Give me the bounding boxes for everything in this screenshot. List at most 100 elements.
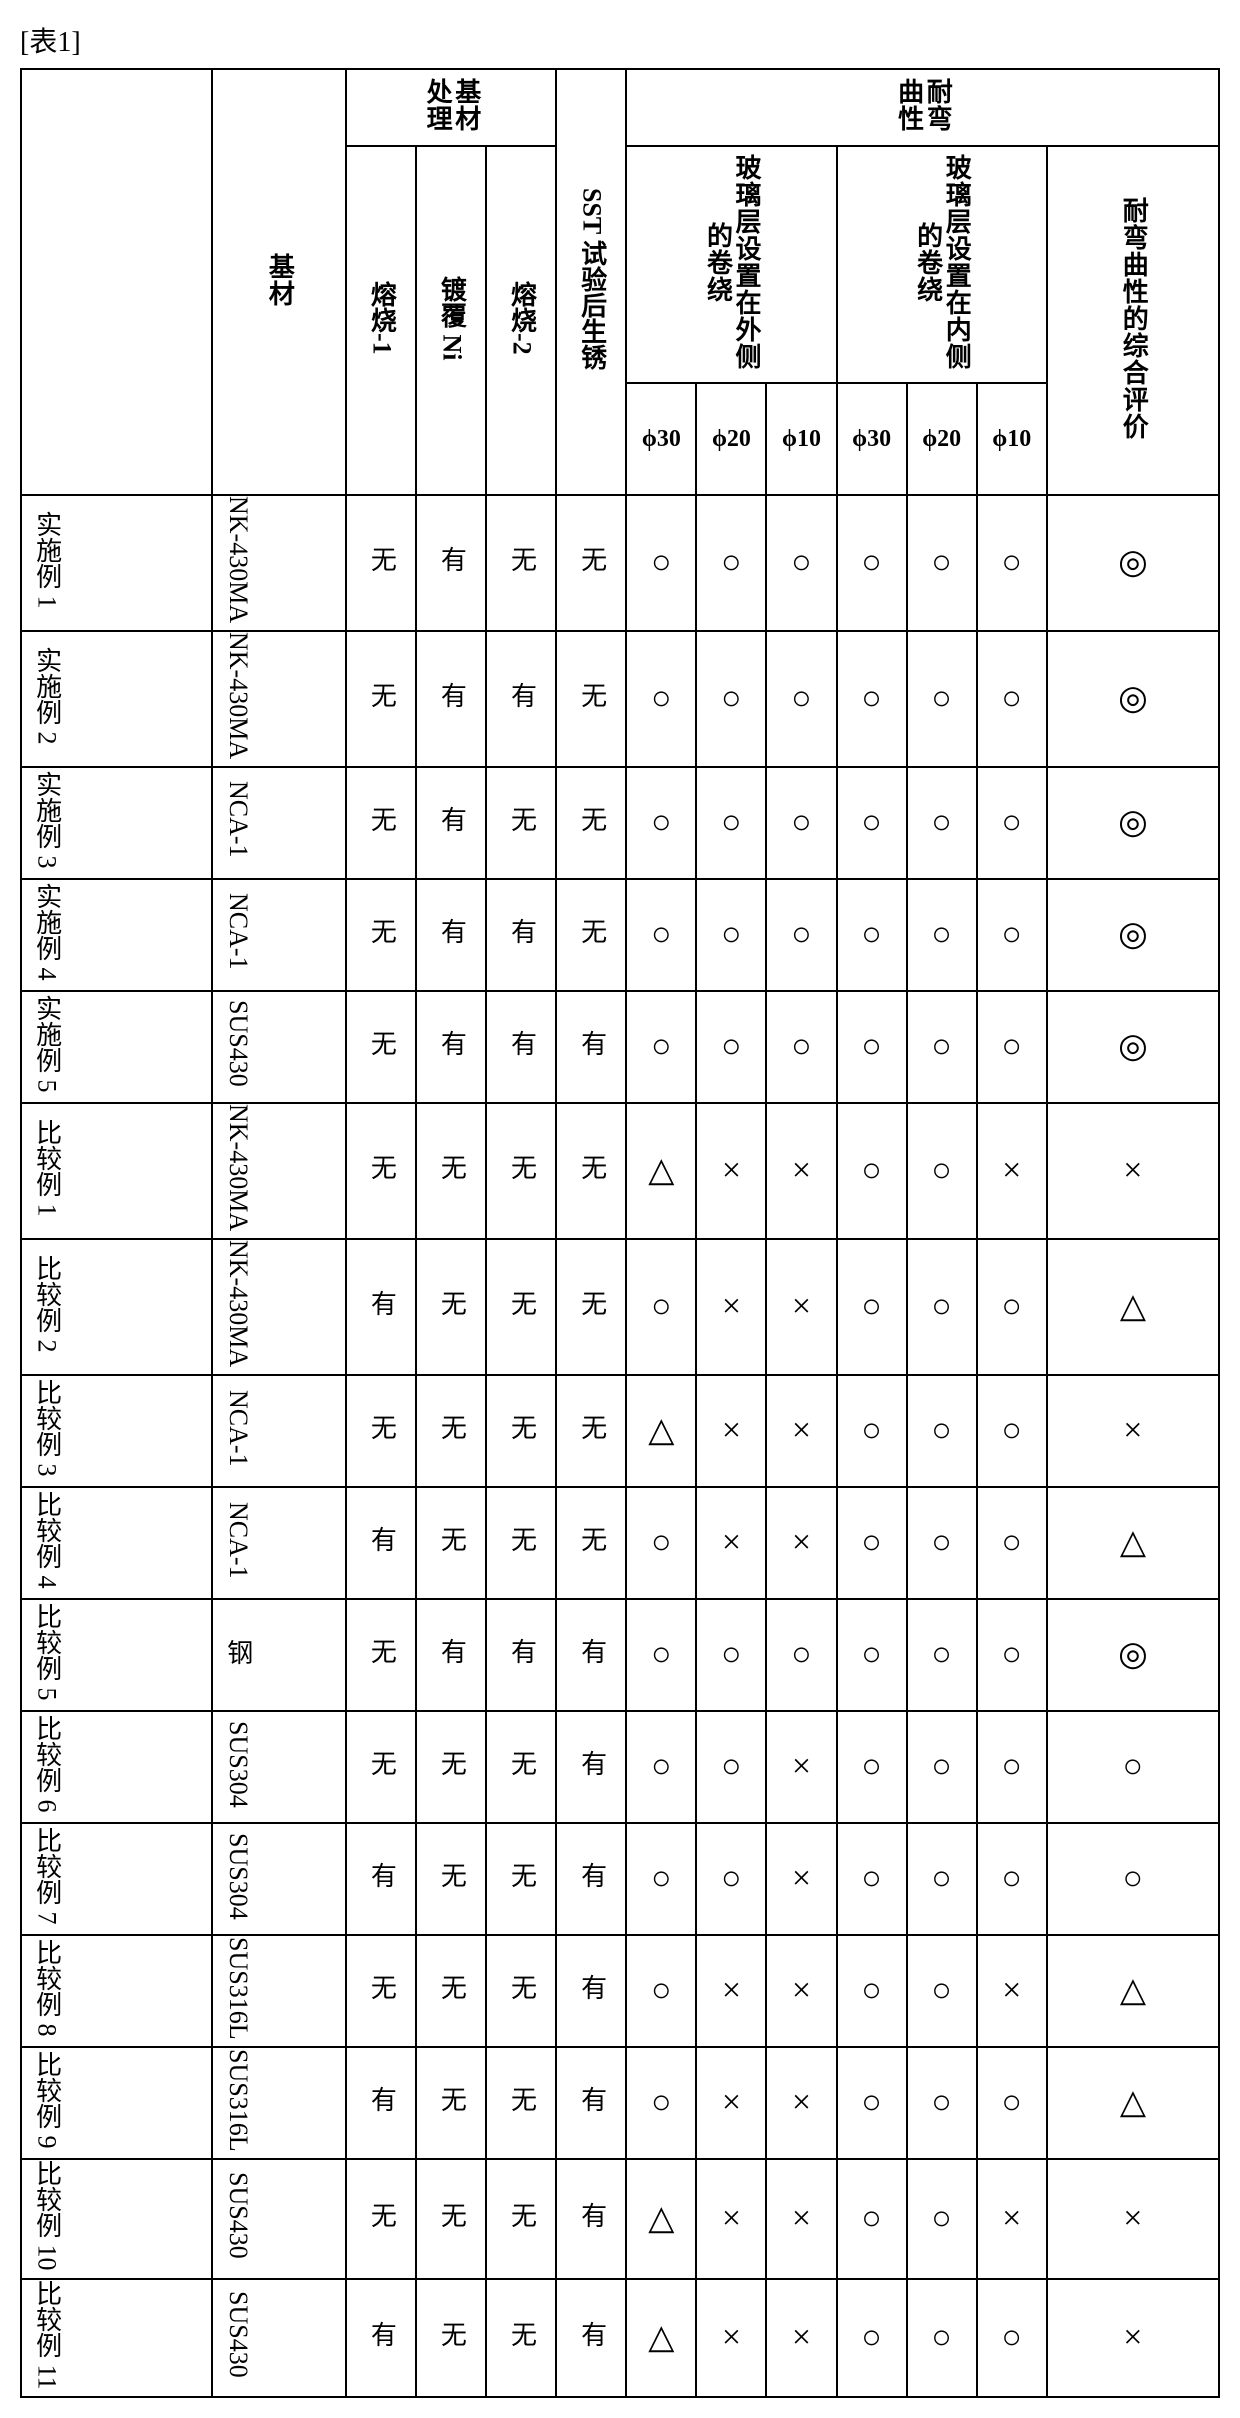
table-cell: ○ <box>907 767 977 879</box>
header-base: 基材 <box>212 69 346 495</box>
table-cell: NK-430MA <box>212 631 346 767</box>
table-cell: ○ <box>977 1599 1047 1711</box>
table-cell: ○ <box>626 767 696 879</box>
header-inner-text: 玻璃层设置在内侧的卷绕 <box>913 145 970 380</box>
header-t2: 镀覆 Ni <box>416 146 486 495</box>
table-cell: 无 <box>416 1711 486 1823</box>
table-cell: ○ <box>837 767 907 879</box>
table-cell: NCA-1 <box>212 767 346 879</box>
table-cell: 无 <box>346 1103 416 1239</box>
header-sst-text: SST 试验后生锈 <box>577 188 606 370</box>
header-overall: 耐弯曲性的综合评价 <box>1047 146 1219 495</box>
table-cell: 无 <box>486 1103 556 1239</box>
header-blank <box>21 69 212 495</box>
table-cell: 无 <box>486 1487 556 1599</box>
table-row: 比较例 10SUS430无无无有△××○○×× <box>21 2159 1219 2279</box>
table-cell: 有 <box>486 879 556 991</box>
table-cell: 无 <box>556 767 626 879</box>
table-cell: 无 <box>486 1935 556 2047</box>
table-cell: 比较例 9 <box>21 2047 212 2159</box>
table-cell: 无 <box>486 1823 556 1935</box>
table-cell: ○ <box>907 991 977 1103</box>
table-cell: × <box>696 2047 766 2159</box>
table-row: 比较例 5钢无有有有○○○○○○◎ <box>21 1599 1219 1711</box>
table-cell: ○ <box>977 991 1047 1103</box>
table-cell: 无 <box>416 1487 486 1599</box>
table-cell: 无 <box>556 879 626 991</box>
table-cell: × <box>696 2279 766 2398</box>
table-cell: ◎ <box>1047 1599 1219 1711</box>
table-row: 比较例 1NK-430MA无无无无△××○○×× <box>21 1103 1219 1239</box>
table-cell: ○ <box>626 1823 696 1935</box>
table-cell: 无 <box>556 495 626 631</box>
table-cell: NCA-1 <box>212 879 346 991</box>
table-cell: 无 <box>346 1935 416 2047</box>
table-cell: ◎ <box>1047 767 1219 879</box>
table-cell: 无 <box>486 767 556 879</box>
header-t1-text: 熔烧-1 <box>367 281 396 355</box>
table-cell: ○ <box>907 1599 977 1711</box>
table-cell: 有 <box>556 2047 626 2159</box>
table-cell: ○ <box>766 1599 836 1711</box>
header-o10-text: ϕ10 <box>782 426 821 452</box>
table-cell: 比较例 8 <box>21 1935 212 2047</box>
table-cell: 有 <box>486 991 556 1103</box>
table-cell: △ <box>1047 1935 1219 2047</box>
table-cell: △ <box>1047 1487 1219 1599</box>
table-cell: NK-430MA <box>212 1239 346 1375</box>
table-cell: 有 <box>556 1823 626 1935</box>
table-cell: SUS316L <box>212 2047 346 2159</box>
header-treatment: 基材处理 <box>346 69 556 146</box>
table-cell: 有 <box>556 1711 626 1823</box>
table-cell: 无 <box>486 2279 556 2398</box>
table-cell: 无 <box>416 1103 486 1239</box>
table-cell: × <box>766 2159 836 2279</box>
table-caption: [表1] <box>20 20 1220 60</box>
table-cell: ○ <box>1047 1711 1219 1823</box>
table-cell: ○ <box>696 1599 766 1711</box>
table-cell: 比较例 5 <box>21 1599 212 1711</box>
table-cell: 有 <box>346 1239 416 1375</box>
table-cell: × <box>766 1935 836 2047</box>
table-cell: ○ <box>626 1487 696 1599</box>
table-cell: 无 <box>556 1103 626 1239</box>
table-cell: 无 <box>346 879 416 991</box>
table-cell: ○ <box>696 991 766 1103</box>
table-cell: ○ <box>696 631 766 767</box>
table-cell: ◎ <box>1047 631 1219 767</box>
table-cell: ○ <box>837 2279 907 2398</box>
header-o20: ϕ20 <box>696 383 766 495</box>
header-i30: ϕ30 <box>837 383 907 495</box>
table-cell: ○ <box>907 631 977 767</box>
table-cell: 有 <box>486 1599 556 1711</box>
table-cell: 无 <box>416 2159 486 2279</box>
table-row: 比较例 6SUS304无无无有○○×○○○○ <box>21 1711 1219 1823</box>
table-cell: ○ <box>977 1711 1047 1823</box>
table-cell: × <box>696 1487 766 1599</box>
table-cell: 无 <box>556 1375 626 1487</box>
table-cell: △ <box>626 2159 696 2279</box>
table-cell: ○ <box>907 495 977 631</box>
header-i10: ϕ10 <box>977 383 1047 495</box>
table-cell: ○ <box>837 991 907 1103</box>
header-i30-text: ϕ30 <box>852 426 891 452</box>
table-cell: × <box>1047 1375 1219 1487</box>
table-cell: △ <box>626 1375 696 1487</box>
table-cell: 有 <box>556 1599 626 1711</box>
table-cell: 无 <box>486 1239 556 1375</box>
table-cell: ○ <box>626 879 696 991</box>
table-cell: 无 <box>416 2279 486 2398</box>
table-cell: 有 <box>416 879 486 991</box>
table-cell: 有 <box>416 767 486 879</box>
table-cell: × <box>766 1239 836 1375</box>
table-cell: ○ <box>907 879 977 991</box>
table-row: 比较例 4NCA-1有无无无○××○○○△ <box>21 1487 1219 1599</box>
header-o30-text: ϕ30 <box>642 426 681 452</box>
table-row: 比较例 3NCA-1无无无无△××○○○× <box>21 1375 1219 1487</box>
table-cell: 实施例 2 <box>21 631 212 767</box>
table-cell: SUS430 <box>212 991 346 1103</box>
table-cell: SUS316L <box>212 1935 346 2047</box>
table-cell: 无 <box>416 1375 486 1487</box>
table-cell: NCA-1 <box>212 1375 346 1487</box>
table-cell: 无 <box>346 495 416 631</box>
